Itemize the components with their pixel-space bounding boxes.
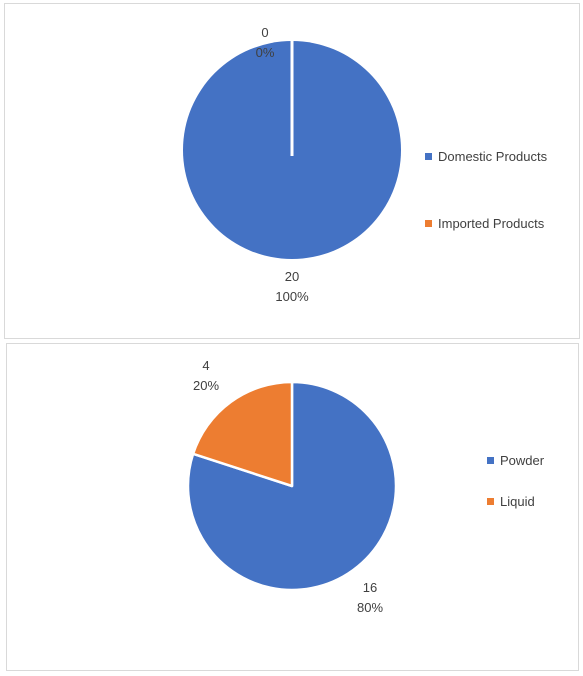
legend-swatch-liquid — [487, 498, 494, 505]
data-label-percent-imported-products: 0% — [256, 45, 275, 60]
pie-chart-form-plot: 16 80% 4 20% — [186, 358, 398, 615]
legend-item-liquid: Liquid — [487, 494, 544, 509]
pie-slice-liquid — [191, 380, 294, 488]
legend-form: Powder Liquid — [487, 453, 544, 509]
pie-slice-powder — [186, 380, 398, 592]
legend-label-liquid: Liquid — [500, 494, 535, 509]
legend-swatch-imported — [425, 220, 432, 227]
data-label-value-liquid: 4 — [202, 358, 209, 373]
pie-chart-origin: 20 100% 0 0% Domestic Products Imported Pro… — [4, 3, 580, 339]
legend-item-powder: Powder — [487, 453, 544, 468]
legend-label-imported: Imported Products — [438, 216, 545, 231]
data-label-percent-domestic-products: 100% — [275, 289, 309, 304]
legend-item-imported-products: Imported Products — [425, 216, 547, 231]
legend-item-domestic-products: Domestic Products — [425, 149, 547, 164]
legend-swatch-domestic — [425, 153, 432, 160]
pie-chart-form: 16 80% 4 20% Powder Liquid — [6, 343, 579, 671]
data-label-percent-powder: 80% — [357, 600, 383, 615]
data-label-value-powder: 16 — [363, 580, 377, 595]
data-label-value-imported-products: 0 — [261, 25, 268, 40]
data-label-value-domestic-products: 20 — [285, 269, 299, 284]
legend-origin: Domestic Products Imported Products — [425, 149, 547, 231]
data-label-percent-liquid: 20% — [193, 378, 219, 393]
legend-label-powder: Powder — [500, 453, 545, 468]
legend-label-domestic: Domestic Products — [438, 149, 548, 164]
legend-swatch-powder — [487, 457, 494, 464]
pie-chart-origin-plot: 20 100% 0 0% — [183, 25, 401, 304]
